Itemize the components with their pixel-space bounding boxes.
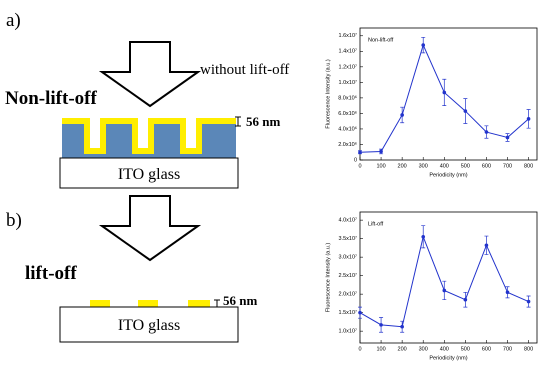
point (484, 243, 489, 248)
point (484, 130, 489, 134)
point (421, 234, 426, 239)
x-tick-label: 500 (461, 346, 470, 352)
y-tick-label: 1.5x10⁷ (338, 309, 357, 316)
trenches (84, 118, 202, 154)
x-tick-label: 100 (376, 346, 385, 352)
point (379, 149, 383, 154)
y-tick-label: 1.0x10⁷ (338, 328, 357, 335)
x-tick-label: 700 (503, 346, 512, 352)
y-tick-label: 1.6x10⁷ (338, 32, 357, 39)
point (421, 43, 426, 47)
annotation: Lift-off (368, 221, 384, 227)
point (442, 288, 447, 293)
x-tick-label: 800 (524, 346, 533, 352)
substrate (59, 157, 239, 189)
point (463, 109, 468, 113)
y-tick-label: 3.5x10⁷ (338, 235, 357, 242)
gold-pad (138, 300, 158, 307)
plot-frame (359, 211, 538, 344)
thickness: 56 nm (246, 114, 280, 129)
y-tick-label: 8.0x10⁶ (338, 94, 357, 101)
point (400, 113, 404, 117)
x-tick-label: 300 (419, 163, 428, 169)
point (379, 323, 383, 327)
y-tick-label: 4.0x10⁷ (338, 217, 357, 224)
panel-label: a) (6, 10, 21, 31)
chart: 0 2.0x10⁶ 4.0x10⁶ 6.0x10⁶ 8.0x10⁶ 1.0x10⁷ 1.2x… (325, 27, 538, 178)
annotation: Non-lift-off (368, 37, 394, 43)
x-tick-label: 500 (461, 163, 470, 169)
x-tick-label: 0 (358, 346, 361, 352)
title: lift-off (25, 263, 77, 284)
x-tick-label: 600 (482, 346, 491, 352)
x-tick-label: 200 (398, 163, 407, 169)
point (505, 290, 510, 295)
point (526, 117, 531, 121)
arrow-label: without lift-off (200, 62, 289, 78)
arrow (98, 195, 202, 262)
y-tick-label: 1.0x10⁷ (338, 79, 357, 86)
substrate-label: ITO glass (118, 166, 180, 183)
x-tick-label: 800 (524, 163, 533, 169)
arrow (98, 41, 202, 108)
gold-pad (90, 300, 110, 307)
y-tick-label: 6.0x10⁶ (338, 110, 357, 117)
point (400, 324, 404, 329)
chart: 1.0x10⁷ 1.5x10⁷ 2.0x10⁷ 2.5x10⁷ 3.0x10⁷ 3.5x1… (325, 211, 538, 361)
y-tick-label: 2.0x10⁷ (338, 291, 357, 298)
x-tick-label: 100 (376, 163, 385, 169)
x-tick-label: 600 (482, 163, 491, 169)
y-tick-label: 2.5x10⁷ (338, 272, 357, 279)
y-tick-label: 4.0x10⁶ (338, 125, 357, 132)
y-tick-label: 0 (354, 157, 357, 163)
x-tick-label: 400 (440, 346, 449, 352)
thickness-marker (235, 116, 241, 127)
point (442, 90, 447, 95)
gold-pad (188, 300, 210, 307)
thickness-marker (214, 299, 220, 308)
thickness: 56 nm (223, 293, 257, 308)
x-tick-label: 300 (419, 346, 428, 352)
x-axis-label: Periodicity (nm) (429, 172, 467, 178)
x-tick-label: 200 (398, 346, 407, 352)
x-tick-label: 0 (358, 163, 361, 169)
substrate-label: ITO glass (118, 317, 180, 334)
y-axis-label: Fluorescence Intensity (a.u.) (325, 243, 331, 313)
panel-label: b) (6, 210, 22, 231)
point (358, 310, 362, 315)
point (526, 299, 531, 304)
point (505, 135, 510, 140)
title: Non-lift-off (5, 88, 97, 109)
y-tick-label: 1.2x10⁷ (338, 63, 357, 70)
y-axis-label: Fluorescence Intensity (a.u.) (325, 59, 331, 129)
x-tick-label: 700 (503, 163, 512, 169)
x-axis-label: Periodicity (nm) (429, 355, 467, 361)
point (358, 150, 362, 155)
y-tick-label: 3.0x10⁷ (338, 254, 357, 261)
substrate (59, 306, 239, 343)
x-tick-label: 400 (440, 163, 449, 169)
plot-frame (359, 27, 538, 161)
point (463, 297, 468, 302)
y-tick-label: 1.4x10⁷ (338, 48, 357, 55)
y-tick-label: 2.0x10⁶ (338, 141, 357, 148)
